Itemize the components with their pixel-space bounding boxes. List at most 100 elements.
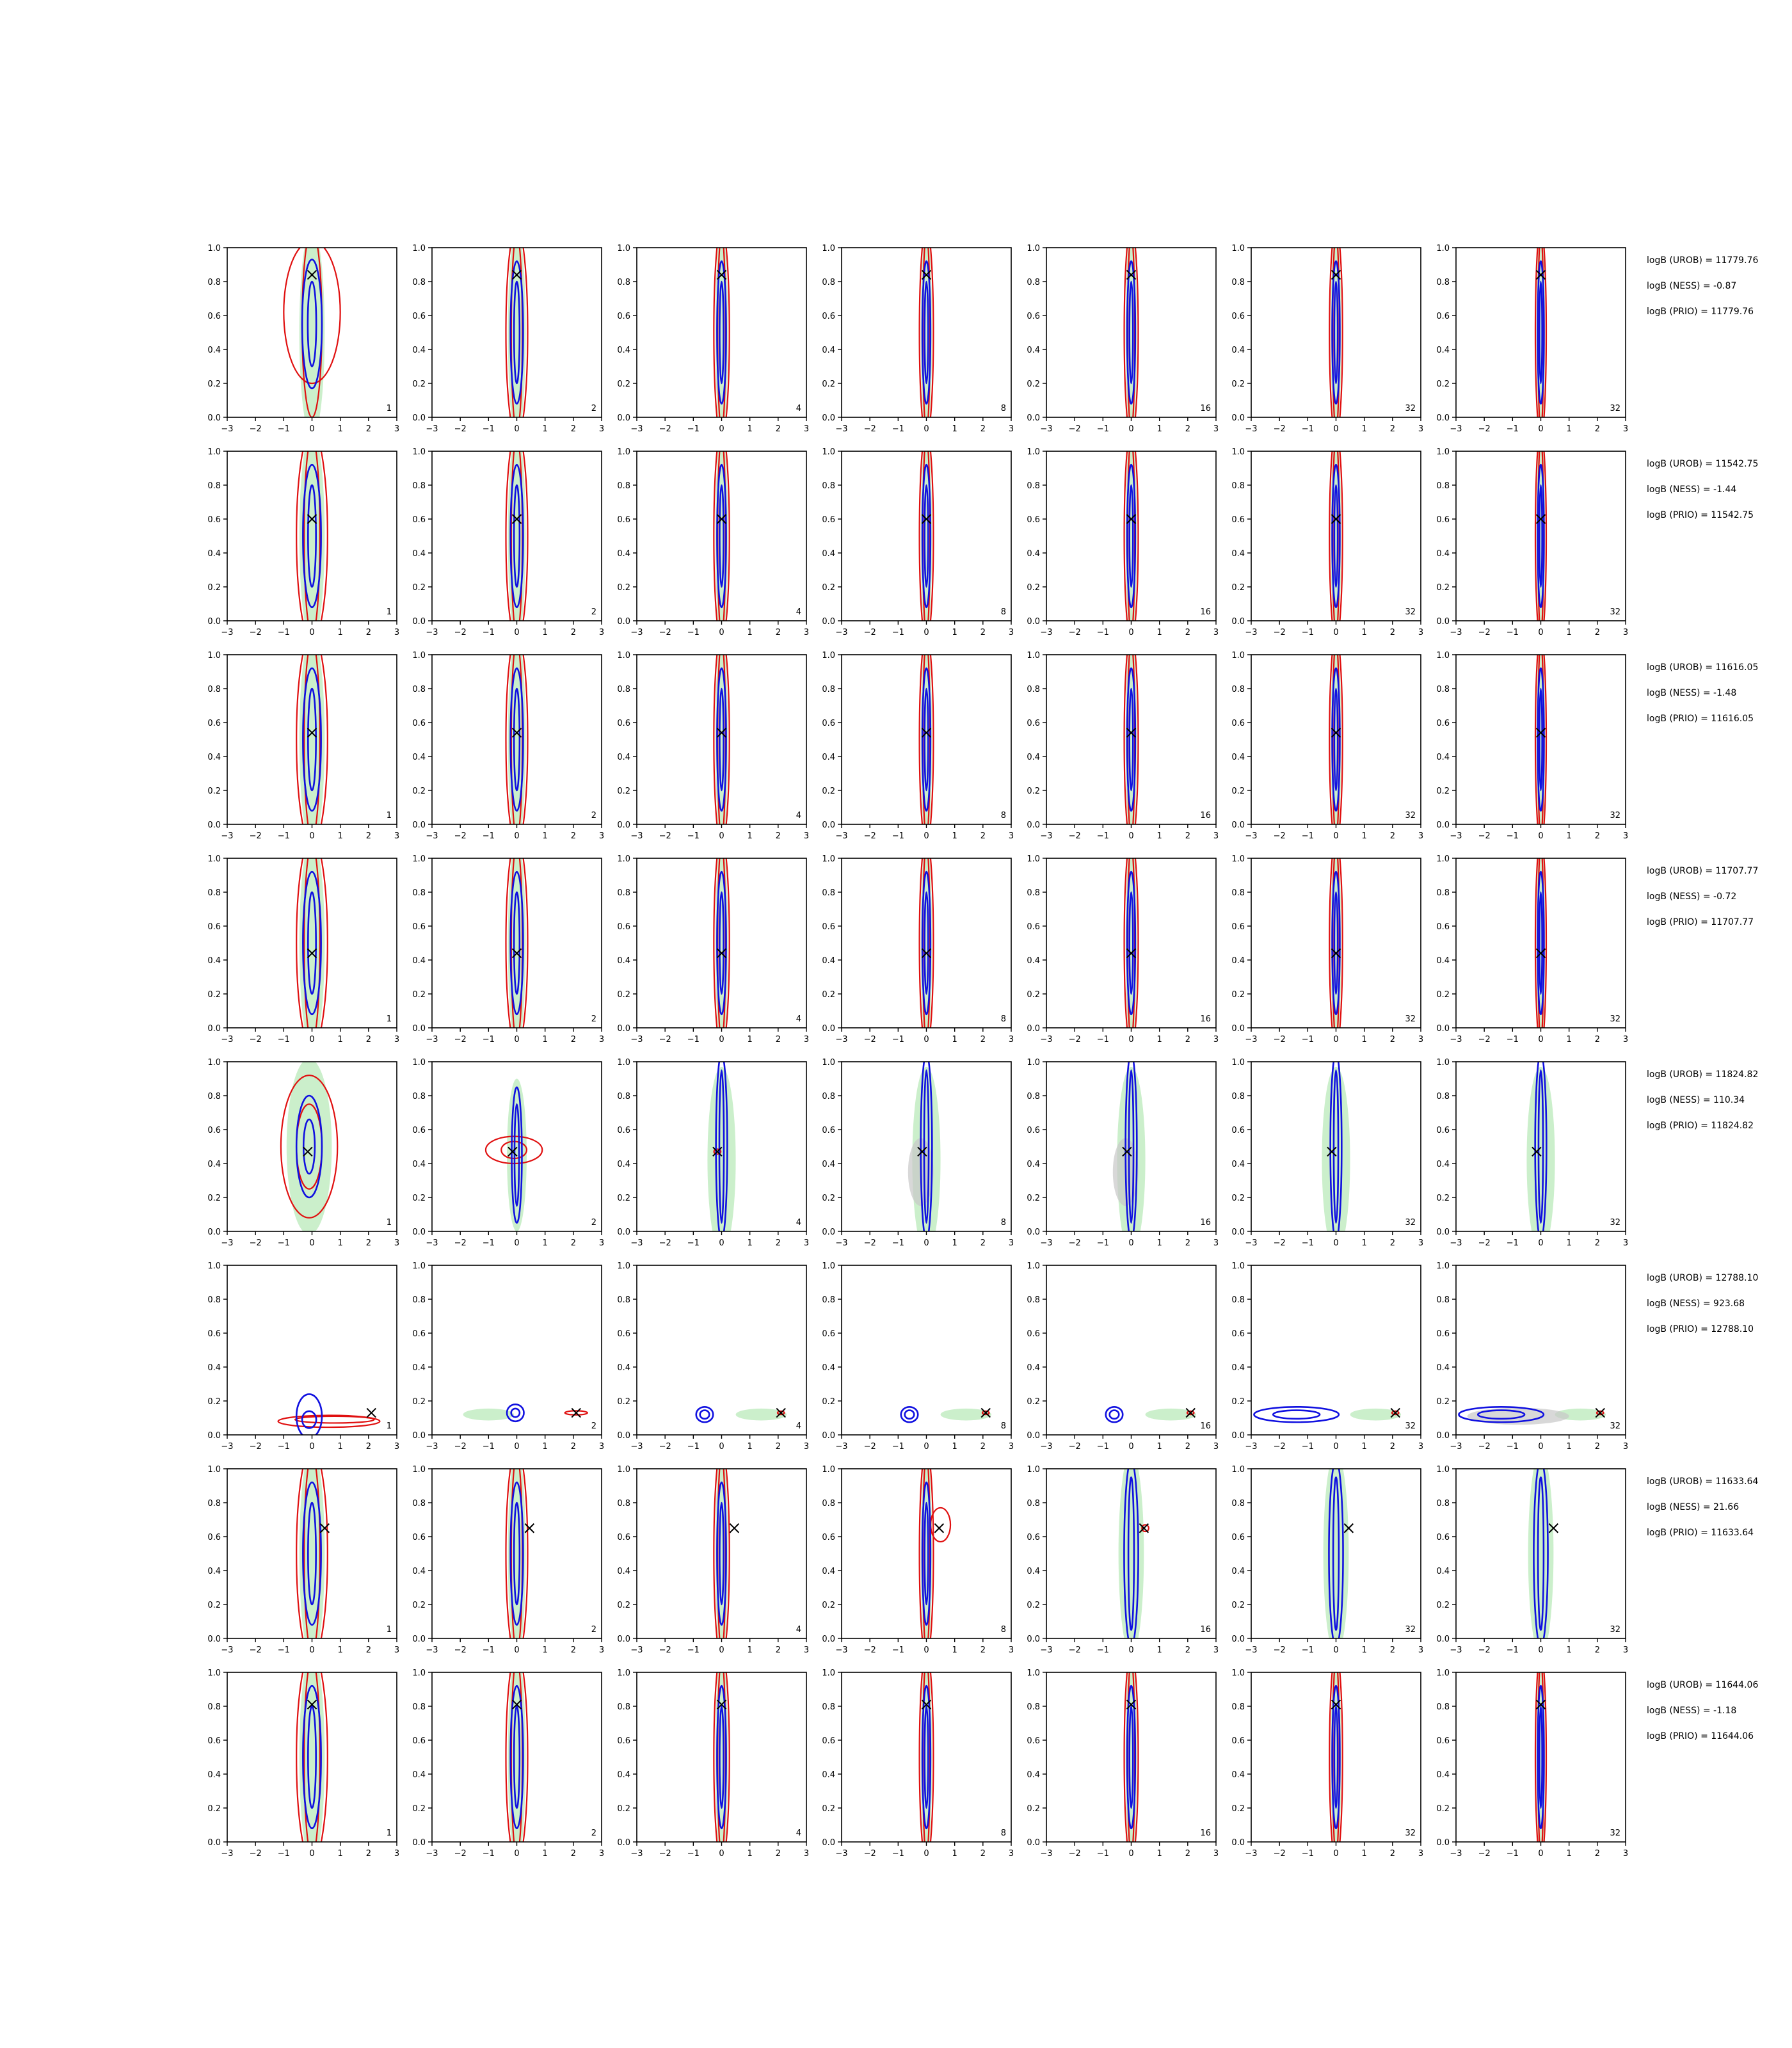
- y-tick-label: 0.0: [1436, 1635, 1450, 1644]
- x-tick-label: −1: [1302, 1645, 1314, 1655]
- x-tick-label: −3: [1450, 424, 1462, 434]
- contour-layer: [1329, 1672, 1343, 1842]
- y-tick-label: 0.8: [822, 1092, 835, 1101]
- x-tick-label: 0: [1128, 1849, 1133, 1859]
- truth-marker: [980, 1407, 991, 1418]
- panel-count-label: 2: [591, 607, 596, 617]
- x-tick-label: 1: [1567, 1442, 1572, 1452]
- y-tick-label: 0.2: [1231, 1601, 1245, 1610]
- x-tick-label: −3: [835, 1035, 847, 1044]
- x-tick-label: −1: [1097, 1035, 1109, 1044]
- truth-marker: [1126, 514, 1137, 524]
- y-tick-label: 0.8: [617, 685, 630, 694]
- contour-layer: [1526, 1062, 1555, 1231]
- contour-blue: [307, 891, 317, 995]
- y-tick-label: 0.4: [207, 1567, 221, 1576]
- contour-blue: [1333, 687, 1339, 792]
- contour-layer: [283, 248, 341, 417]
- y-tick-label: 1.0: [1231, 1261, 1245, 1271]
- y-tick-label: 0.4: [1027, 956, 1040, 966]
- y-tick-label: 0.4: [412, 1160, 426, 1169]
- contour-red: [303, 858, 321, 1028]
- x-tick-label: −3: [1245, 1645, 1257, 1655]
- contour-blue: [1537, 1069, 1544, 1224]
- x-tick-label: 0: [1128, 1442, 1133, 1452]
- panel-count-label: 32: [1610, 607, 1620, 617]
- y-tick-label: 1.0: [1027, 854, 1040, 864]
- x-tick-label: 0: [719, 628, 724, 637]
- y-tick-label: 0.6: [412, 719, 426, 728]
- x-tick-label: 0: [514, 1849, 519, 1859]
- axes-frame: [227, 1265, 397, 1436]
- x-tick-label: 2: [366, 1849, 371, 1859]
- y-tick-label: 0.8: [617, 1499, 630, 1508]
- y-tick-label: 0.2: [822, 1804, 835, 1814]
- y-tick-label: 0.8: [1027, 685, 1040, 694]
- x-tick-label: −3: [1450, 1238, 1462, 1248]
- y-tick-label: 0.0: [1027, 1431, 1040, 1441]
- contour-red: [918, 1469, 934, 1638]
- y-tick-label: 0.6: [822, 515, 835, 525]
- x-tick-label: −1: [1507, 1645, 1519, 1655]
- x-tick-label: 0: [1333, 1849, 1338, 1859]
- y-tick-label: 0.0: [617, 820, 630, 830]
- y-tick-label: 0.8: [412, 1092, 426, 1101]
- y-tick-label: 1.0: [1027, 244, 1040, 253]
- x-tick-label: −3: [835, 1238, 847, 1248]
- contour-blue: [1537, 1684, 1545, 1830]
- x-tick-label: −1: [278, 1035, 290, 1044]
- x-tick-label: 1: [338, 1035, 343, 1044]
- truth-marker: [1126, 1699, 1137, 1710]
- y-tick-label: 0.8: [822, 888, 835, 898]
- x-tick-label: 3: [599, 628, 604, 637]
- y-tick-label: 0.2: [412, 1397, 426, 1407]
- x-tick-label: −2: [250, 628, 262, 637]
- y-tick-label: 0.8: [822, 1499, 835, 1508]
- y-tick-label: 1.0: [1231, 854, 1245, 864]
- contour-layer: [505, 1469, 529, 1638]
- y-tick-label: 1.0: [412, 1465, 426, 1475]
- y-tick-label: 1.0: [207, 244, 221, 253]
- density-fill-green: [1118, 1469, 1144, 1638]
- contour-blue: [719, 280, 724, 385]
- x-tick-label: 3: [804, 628, 809, 637]
- panel-count-label: 2: [591, 1828, 596, 1838]
- x-tick-label: 1: [1362, 1442, 1367, 1452]
- y-tick-label: 0.8: [822, 1702, 835, 1712]
- truth-marker: [716, 728, 727, 738]
- panel-count-label: 1: [387, 811, 392, 820]
- y-tick-label: 0.8: [1436, 481, 1450, 491]
- x-tick-label: −3: [221, 1238, 233, 1248]
- truth-marker: [1595, 1407, 1605, 1418]
- y-tick-label: 0.4: [412, 549, 426, 559]
- x-tick-label: 0: [719, 1645, 724, 1655]
- y-tick-label: 0.4: [1436, 1567, 1450, 1576]
- y-tick-label: 0.0: [1436, 1431, 1450, 1441]
- y-tick-label: 0.6: [1436, 719, 1450, 728]
- contour-blue: [1126, 667, 1137, 812]
- x-tick-label: 2: [366, 628, 371, 637]
- y-tick-label: 0.6: [1027, 1736, 1040, 1746]
- panel-r8-c4: −3 −2 −1 0 1 2 3 0.0 0.2 0.4 0.6 0.8 1.0 8: [822, 1668, 1014, 1859]
- y-tick-label: 0.0: [1436, 1228, 1450, 1237]
- x-tick-label: 0: [514, 831, 519, 841]
- truth-marker: [1331, 948, 1341, 959]
- y-tick-label: 1.0: [617, 854, 630, 864]
- contour-layer: [918, 1672, 934, 1842]
- y-tick-label: 0.2: [617, 583, 630, 593]
- panel-count-label: 2: [591, 1218, 596, 1228]
- x-tick-label: −3: [1040, 1442, 1052, 1452]
- x-tick-label: −3: [426, 831, 438, 841]
- density-fill-green: [1350, 1408, 1402, 1421]
- panel-count-label: 2: [591, 1014, 596, 1024]
- contour-blue: [295, 1094, 323, 1199]
- panel-count-label: 8: [1001, 607, 1006, 617]
- panel-count-label: 4: [796, 1218, 801, 1228]
- y-tick-label: 0.6: [1231, 1329, 1245, 1339]
- x-tick-label: 3: [1623, 628, 1628, 637]
- panel-r1-c4: −3 −2 −1 0 1 2 3 0.0 0.2 0.4 0.6 0.8 1.0 8: [822, 244, 1014, 434]
- contour-red: [713, 248, 730, 417]
- y-tick-label: 0.2: [617, 380, 630, 389]
- x-tick-label: −1: [1302, 1238, 1314, 1248]
- x-tick-label: −2: [1069, 831, 1081, 841]
